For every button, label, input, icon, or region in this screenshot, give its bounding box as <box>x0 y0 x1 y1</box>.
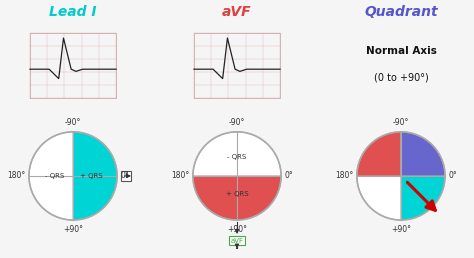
Wedge shape <box>357 132 401 176</box>
Text: 180°: 180° <box>7 172 26 180</box>
Text: 180°: 180° <box>335 172 353 180</box>
Wedge shape <box>193 176 281 220</box>
Text: + QRS: + QRS <box>80 173 103 179</box>
Text: (0 to +90°): (0 to +90°) <box>374 73 428 83</box>
Text: +90°: +90° <box>63 225 83 234</box>
Text: +90°: +90° <box>391 225 411 234</box>
Text: 180°: 180° <box>171 172 190 180</box>
Wedge shape <box>193 132 281 176</box>
Text: Normal Axis: Normal Axis <box>365 46 437 56</box>
Wedge shape <box>357 176 401 220</box>
Text: +90°: +90° <box>227 225 247 234</box>
Text: Lead I: Lead I <box>49 5 97 19</box>
Text: -90°: -90° <box>229 118 245 127</box>
Text: aVF: aVF <box>222 5 252 19</box>
Wedge shape <box>401 132 445 176</box>
Text: 0°: 0° <box>448 172 457 180</box>
Wedge shape <box>401 176 445 220</box>
Text: 0°: 0° <box>284 172 293 180</box>
FancyBboxPatch shape <box>228 236 246 245</box>
Text: - QRS: - QRS <box>228 155 246 160</box>
Text: -90°: -90° <box>65 118 81 127</box>
Wedge shape <box>73 132 117 220</box>
FancyBboxPatch shape <box>121 171 131 181</box>
Text: I: I <box>125 172 127 180</box>
Wedge shape <box>29 132 73 220</box>
Text: - QRS: - QRS <box>45 173 64 179</box>
Text: 0°: 0° <box>121 172 129 180</box>
Text: + QRS: + QRS <box>226 191 248 197</box>
Text: aVF: aVF <box>230 238 244 244</box>
Text: -90°: -90° <box>393 118 409 127</box>
Text: Quadrant: Quadrant <box>364 5 438 19</box>
